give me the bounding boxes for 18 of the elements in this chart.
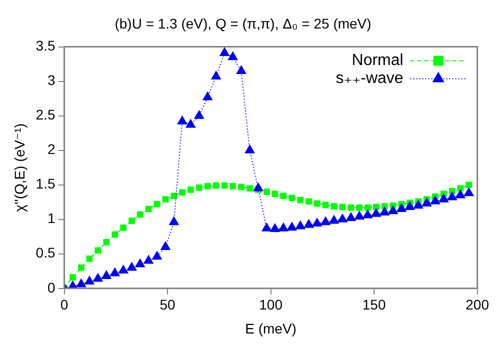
y-tick-label: 2 [47, 141, 56, 158]
x-axis-title: E (meV) [245, 320, 296, 336]
y-tick-label: 2.5 [36, 106, 56, 123]
x-tick-label: 200 [466, 296, 490, 313]
chart-title: (b)U = 1.3 (eV), Q = (π,π), Δ₀ = 25 (meV) [114, 15, 372, 32]
legend-label: s₊₊-wave [336, 70, 404, 88]
y-tick-label: 0.5 [36, 244, 56, 261]
y-tick-label: 3 [47, 72, 56, 88]
y-tick-label: 1 [47, 210, 56, 226]
x-tick-label: 50 [160, 296, 176, 313]
x-tick-label: 0 [60, 296, 68, 313]
x-tick-label: 150 [362, 296, 386, 313]
legend-label: Normal [352, 52, 404, 70]
y-tick-label: 0 [47, 279, 56, 296]
y-axis-title: χ''(Q,E) (eV⁻¹) [11, 123, 28, 212]
x-tick-label: 100 [259, 296, 283, 313]
y-tick-label: 3.5 [36, 38, 56, 54]
y-tick-label: 1.5 [36, 176, 56, 192]
